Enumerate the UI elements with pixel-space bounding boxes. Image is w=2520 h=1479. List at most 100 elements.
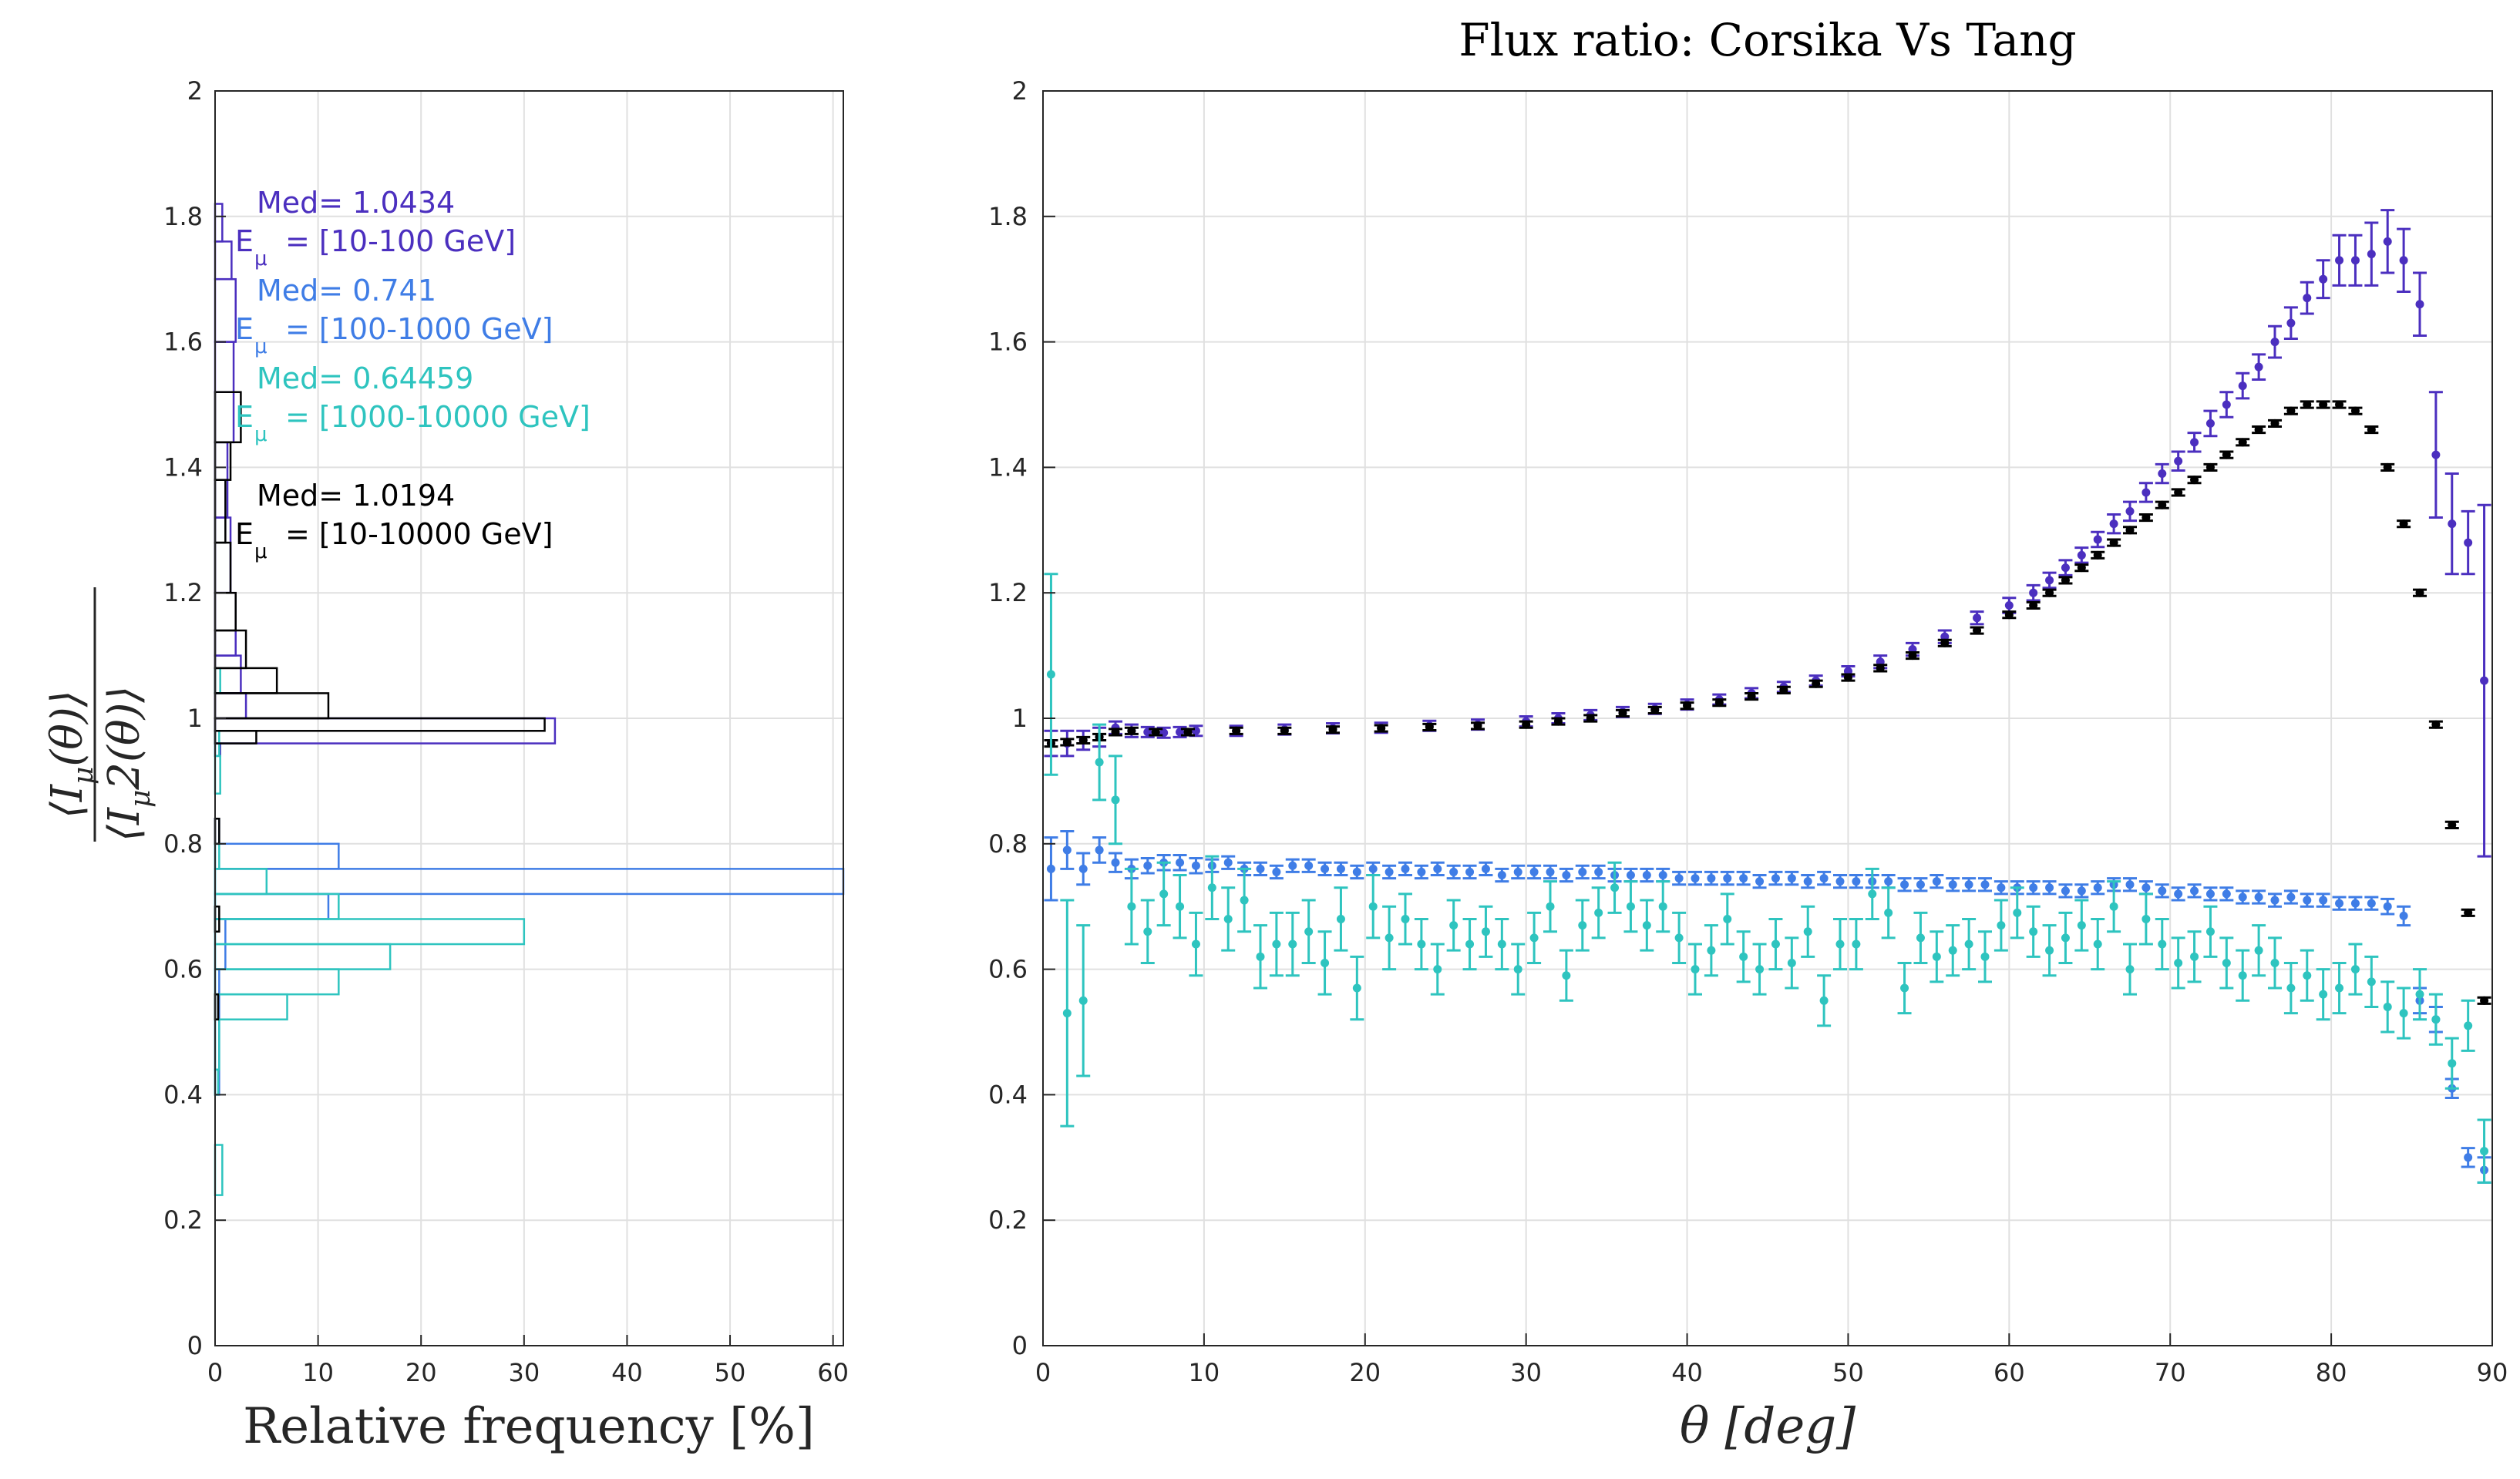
marker: [1449, 921, 1459, 930]
marker: [1143, 861, 1152, 870]
data-point-blue: [1849, 874, 1863, 889]
marker: [1449, 867, 1459, 876]
right-ytick-label: 1.6: [988, 328, 1028, 357]
data-point-black: [2091, 550, 2105, 560]
marker: [1771, 940, 1780, 949]
marker: [1191, 940, 1200, 949]
data-point-blue: [1511, 864, 1526, 880]
data-point-blue: [1446, 864, 1461, 880]
right-xtick-label: 70: [2155, 1358, 2186, 1387]
data-point-cyan: [1817, 974, 1832, 1027]
marker: [2045, 588, 2054, 597]
marker: [1111, 728, 1120, 737]
marker: [2415, 588, 2424, 597]
data-point-black: [1277, 726, 1292, 735]
data-point-black: [2268, 418, 2282, 428]
marker: [1674, 933, 1684, 943]
marker: [2319, 990, 2328, 999]
ylabel-denominator: ⟨Iμ2(θ)⟩: [99, 686, 156, 842]
data-point-purple: [2268, 324, 2282, 359]
marker: [1932, 877, 1941, 886]
data-point-blue: [1317, 861, 1332, 876]
marker: [1884, 908, 1893, 917]
marker: [2093, 550, 2102, 560]
data-point-blue: [1382, 864, 1397, 880]
data-point-black: [2252, 425, 2266, 435]
marker: [2270, 958, 2279, 967]
marker: [2367, 899, 2376, 908]
marker: [1151, 728, 1160, 737]
data-point-cyan: [2042, 924, 2057, 977]
data-point-cyan: [1849, 917, 1863, 971]
data-point-blue: [1785, 870, 1799, 886]
data-point-blue: [2203, 886, 2218, 902]
data-point-blue: [2252, 889, 2266, 905]
data-point-black: [2123, 526, 2137, 535]
data-point-black: [1076, 735, 1091, 745]
data-point-purple: [2171, 450, 2185, 472]
data-point-blue: [1930, 874, 1944, 889]
marker: [1288, 861, 1297, 870]
data-point-purple: [2074, 546, 2089, 564]
histogram-bin-purple: [214, 240, 233, 281]
data-point-cyan: [2380, 980, 2395, 1034]
marker: [1288, 940, 1297, 949]
data-point-blue: [1140, 857, 1155, 875]
data-point-black: [1124, 726, 1139, 735]
data-point-blue: [1575, 864, 1590, 880]
data-point-cyan: [2219, 936, 2234, 990]
marker: [1401, 914, 1410, 923]
marker: [2141, 513, 2151, 523]
med-label-blue: Med= 0.741: [257, 274, 436, 308]
left-ytick-label: 2: [187, 76, 203, 106]
marker: [1384, 867, 1394, 876]
marker: [1062, 738, 1072, 747]
data-point-blue: [2171, 886, 2185, 902]
data-point-cyan: [1720, 892, 1734, 946]
marker: [2286, 983, 2296, 993]
data-point-cyan: [2203, 905, 2218, 958]
histogram-bin-black: [214, 479, 227, 544]
marker: [1594, 867, 1603, 876]
marker: [2061, 933, 2070, 943]
data-point-blue: [1720, 870, 1734, 886]
data-point-black: [1519, 720, 1533, 729]
left-xlabel: Relative frequency [%]: [243, 1398, 815, 1455]
marker: [1852, 940, 1861, 949]
range-label-purple: = [10-100 GeV]: [285, 224, 516, 258]
marker: [2303, 896, 2312, 905]
marker: [2222, 450, 2231, 459]
marker: [1586, 714, 1595, 723]
data-point-black: [1808, 679, 1823, 688]
histogram-bin-cyan: [214, 755, 221, 795]
data-point-purple: [2397, 227, 2411, 293]
data-point-blue: [2187, 883, 2202, 899]
marker: [2464, 538, 2473, 547]
data-point-blue: [1768, 870, 1783, 886]
range-label-blue: = [100-1000 GeV]: [285, 312, 553, 346]
histogram-bin-black: [214, 730, 257, 745]
marker: [1384, 933, 1394, 943]
marker: [1626, 871, 1635, 879]
data-point-blue: [1993, 880, 2008, 896]
marker: [2205, 418, 2215, 428]
data-point-blue: [2026, 880, 2041, 896]
ylabel-numerator: ⟨Iμ(θ)⟩: [42, 690, 99, 818]
marker: [1321, 864, 1330, 873]
histogram-bin-blue: [214, 868, 845, 896]
data-point-black: [2364, 425, 2379, 435]
series-black: [1044, 400, 2491, 1005]
marker: [1787, 958, 1796, 967]
marker: [1739, 952, 1748, 961]
marker: [2174, 456, 2183, 466]
data-point-black: [1551, 717, 1566, 726]
data-point-cyan: [2348, 943, 2363, 996]
right-xtick-label: 30: [1510, 1358, 1542, 1387]
marker: [1481, 864, 1490, 873]
series-blue: [1044, 830, 2491, 1184]
marker: [1336, 914, 1345, 923]
marker: [2286, 406, 2296, 415]
marker: [2045, 883, 2054, 892]
marker: [1723, 874, 1732, 883]
marker: [1176, 902, 1185, 911]
